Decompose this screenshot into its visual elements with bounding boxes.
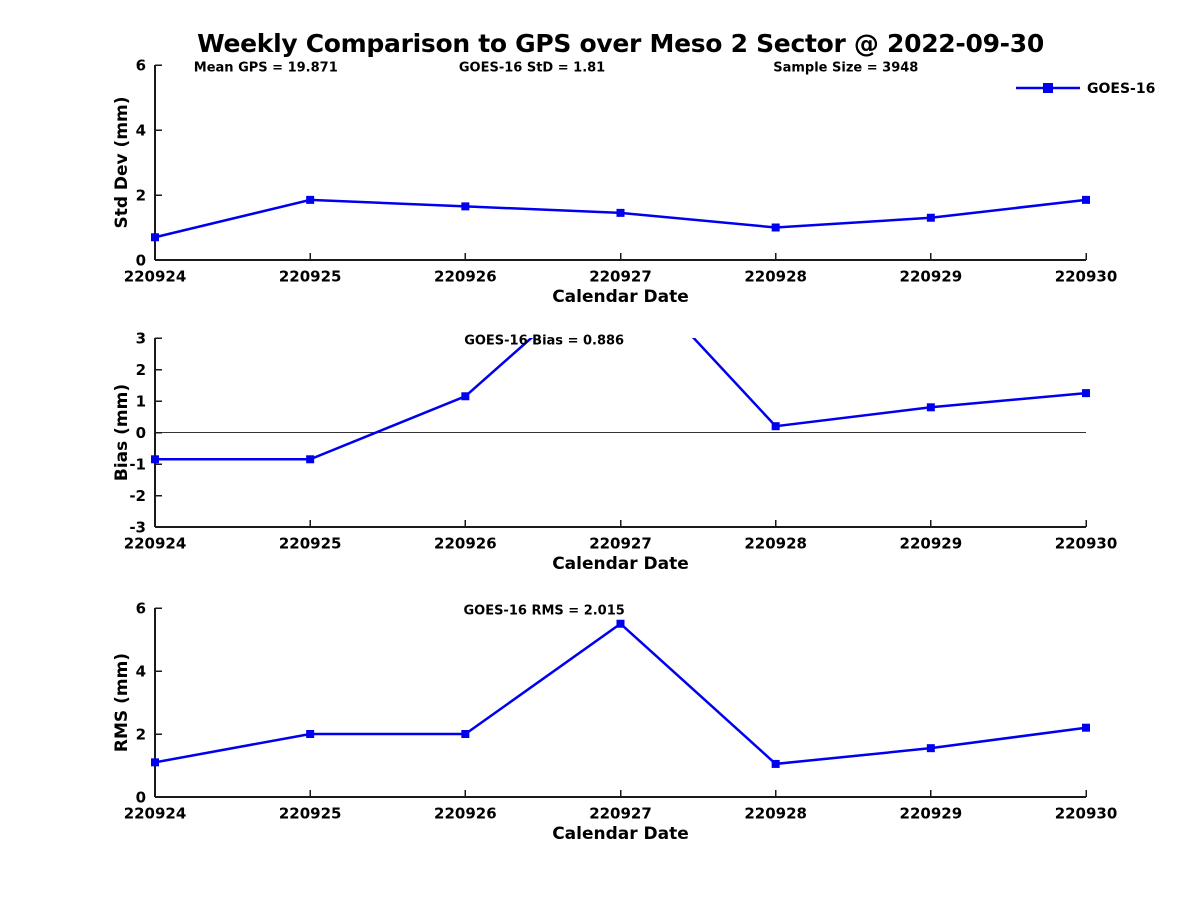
data-point-marker xyxy=(1082,723,1090,732)
x-axis-tick-label: 220930 xyxy=(1055,535,1118,553)
data-point-marker xyxy=(771,223,780,232)
chart-std-dev: 0 2 4 6 220924 220925 220926 220927 220928 220929… xyxy=(112,57,1155,308)
data-point-marker xyxy=(1082,389,1090,398)
x-axis-tick-label: 220927 xyxy=(589,805,652,823)
y-axis-tick-label: -1 xyxy=(129,456,146,474)
annotation-text: Mean GPS = 19.871 xyxy=(194,61,338,76)
x-axis-label: Calendar Date xyxy=(552,287,689,307)
data-point-marker xyxy=(616,208,625,217)
data-point-marker xyxy=(926,744,935,753)
figure-title: Weekly Comparison to GPS over Meso 2 Sec… xyxy=(197,29,1044,58)
legend: GOES-16 xyxy=(1016,81,1155,97)
x-axis-tick-label: 220929 xyxy=(900,805,963,823)
data-point-marker xyxy=(151,233,159,242)
series-group xyxy=(154,622,1087,766)
data-point-marker xyxy=(771,759,780,768)
data-point-marker xyxy=(461,392,470,401)
x-axis-tick-label: 220930 xyxy=(1055,268,1118,286)
x-axis-label: Calendar Date xyxy=(552,554,689,574)
y-axis-tick-label: 6 xyxy=(136,600,146,618)
y-axis-tick-label: 4 xyxy=(136,122,146,140)
y-axis-tick-label: 3 xyxy=(136,330,146,348)
y-axis-tick-label: 2 xyxy=(136,187,146,205)
x-axis-tick-label: 220929 xyxy=(900,268,963,286)
y-axis-label: RMS (mm) xyxy=(112,653,132,752)
data-point-marker xyxy=(306,455,315,464)
y-axis-label: Std Dev (mm) xyxy=(112,96,132,228)
y-axis-tick-label: -3 xyxy=(129,519,146,537)
chart-rms: 0 2 4 6 220924 220925 220926 220927 220928 220929… xyxy=(112,600,1117,845)
x-axis-tick-label: 220926 xyxy=(434,535,497,553)
annotation-text: GOES-16 RMS = 2.015 xyxy=(463,604,624,619)
data-point-marker xyxy=(461,730,470,738)
series-line xyxy=(154,198,1087,239)
y-axis-tick-label: 4 xyxy=(136,663,146,681)
y-axis-label: Bias (mm) xyxy=(112,384,132,481)
legend-marker xyxy=(1043,83,1053,93)
x-axis-tick-label: 220927 xyxy=(589,268,652,286)
data-point-marker xyxy=(461,202,470,211)
data-point-marker xyxy=(926,403,935,412)
y-axis-tick-label: 0 xyxy=(136,789,146,807)
x-axis-tick-label: 220925 xyxy=(279,268,342,286)
x-axis-tick-label: 220928 xyxy=(744,535,807,553)
x-axis-tick-label: 220926 xyxy=(434,268,497,286)
series-group xyxy=(154,198,1087,239)
x-axis-tick-label: 220924 xyxy=(124,805,187,823)
annotation-text: Sample Size = 3948 xyxy=(773,61,918,76)
data-point-marker xyxy=(1082,195,1090,204)
y-axis-tick-label: 2 xyxy=(136,726,146,744)
x-axis-tick-label: 220925 xyxy=(279,805,342,823)
y-axis-tick-label: 0 xyxy=(136,424,146,442)
y-axis-tick-label: 2 xyxy=(136,361,146,379)
y-axis-tick-label: -2 xyxy=(129,487,146,505)
data-point-marker xyxy=(306,195,315,204)
data-point-marker xyxy=(616,619,625,628)
y-axis-tick-label: 6 xyxy=(136,57,146,75)
x-axis-label: Calendar Date xyxy=(552,824,689,844)
data-point-marker xyxy=(306,730,315,738)
x-axis-tick-label: 220929 xyxy=(900,535,963,553)
chart-bias: -3 -2 -1 0 1 2 3 220924 220925 220926 220927 220928… xyxy=(112,330,1118,575)
x-axis-tick-label: 220928 xyxy=(744,805,807,823)
data-point-marker xyxy=(771,422,780,431)
x-axis-tick-label: 220928 xyxy=(744,268,807,286)
x-axis-tick-label: 220926 xyxy=(434,805,497,823)
x-axis-tick-label: 220924 xyxy=(124,268,187,286)
x-axis-tick-label: 220925 xyxy=(279,535,342,553)
x-axis-tick-label: 220930 xyxy=(1055,805,1118,823)
y-axis-tick-label: 0 xyxy=(136,252,146,270)
data-point-marker xyxy=(151,455,159,464)
annotation-text: GOES-16 StD = 1.81 xyxy=(459,61,605,76)
y-axis-tick-label: 1 xyxy=(136,393,146,411)
x-axis-tick-label: 220927 xyxy=(589,535,652,553)
data-point-marker xyxy=(151,758,159,767)
x-axis-tick-label: 220924 xyxy=(124,535,187,553)
legend-label: GOES-16 xyxy=(1087,81,1155,97)
series-line xyxy=(154,622,1087,766)
annotation-text: GOES-16 Bias = 0.886 xyxy=(464,334,624,349)
data-point-marker xyxy=(926,213,935,222)
